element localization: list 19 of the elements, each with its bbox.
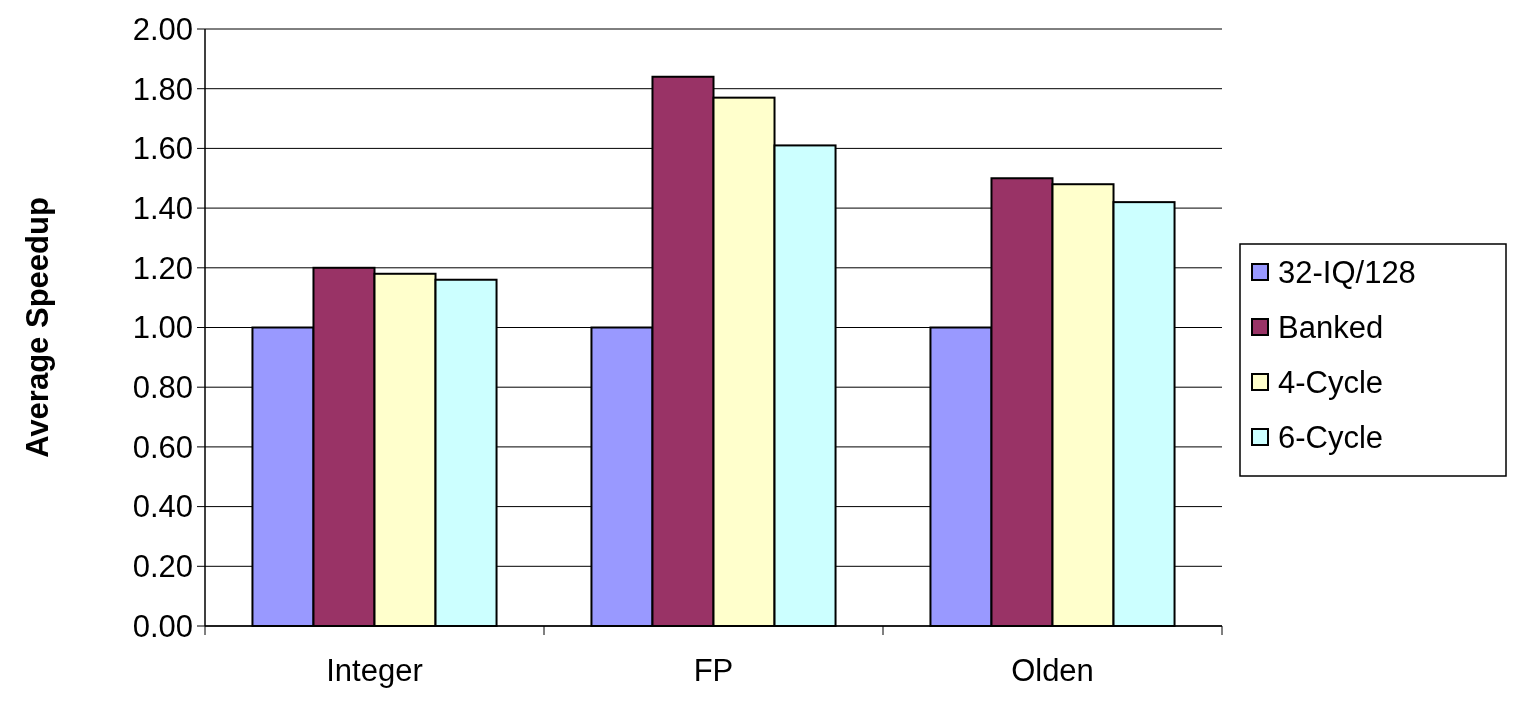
y-tick-label: 0.60 — [132, 429, 193, 465]
y-tick-label: 1.20 — [132, 250, 193, 286]
y-tick-label: 1.40 — [132, 190, 193, 226]
y-tick-label: 1.80 — [132, 71, 193, 107]
y-tick-label: 0.20 — [132, 549, 193, 585]
x-tick-label: Integer — [326, 653, 423, 688]
legend-label: 6-Cycle — [1278, 419, 1384, 455]
y-axis-title: Average Speedup — [20, 197, 55, 458]
x-tick-label: Olden — [1011, 653, 1094, 688]
y-tick-label: 0.00 — [132, 608, 193, 644]
y-tick-label: 1.00 — [132, 310, 193, 346]
legend-label: Banked — [1278, 309, 1384, 345]
y-tick-label: 2.00 — [132, 11, 193, 47]
y-tick-label: 0.80 — [132, 370, 193, 406]
y-tick-label: 1.60 — [132, 131, 193, 167]
x-tick-label: FP — [693, 653, 734, 688]
legend-label: 32-IQ/128 — [1278, 254, 1416, 290]
legend-label: 4-Cycle — [1278, 364, 1384, 400]
y-tick-label: 0.40 — [132, 489, 193, 525]
